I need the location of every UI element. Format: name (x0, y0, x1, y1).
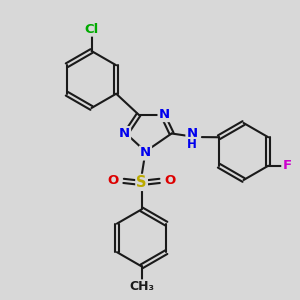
Text: N: N (186, 127, 198, 140)
Text: N: N (140, 146, 151, 160)
Text: O: O (107, 174, 118, 188)
Text: Cl: Cl (84, 22, 99, 36)
Text: F: F (282, 159, 291, 172)
Text: N: N (119, 127, 130, 140)
Text: N: N (158, 108, 170, 121)
Text: H: H (187, 137, 197, 151)
Text: O: O (165, 174, 176, 188)
Text: CH₃: CH₃ (129, 280, 154, 293)
Text: S: S (136, 175, 147, 190)
